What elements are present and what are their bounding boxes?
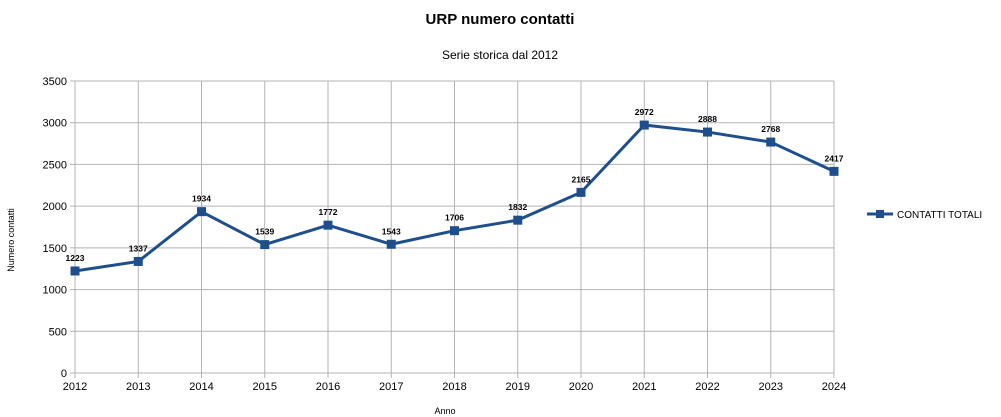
x-tick-label: 2012 xyxy=(63,381,87,393)
x-axis-ticks: 2012 2013 2014 2015 2016 2017 2018 2019 2020 2021… xyxy=(63,381,846,393)
x-tick-label: 2013 xyxy=(126,381,150,393)
y-tick-label: 3500 xyxy=(43,76,67,88)
chart-subtitle: Serie storica dal 2012 xyxy=(442,48,558,62)
data-point xyxy=(323,220,333,230)
data-point xyxy=(260,240,270,250)
y-tick-label: 3000 xyxy=(43,118,67,130)
data-point xyxy=(450,226,459,236)
x-tick-label: 2020 xyxy=(569,381,593,393)
y-axis-title: Numero contatti xyxy=(6,208,16,272)
y-tick-label: 500 xyxy=(49,326,67,338)
data-label: 1337 xyxy=(129,243,148,253)
y-tick-label: 1000 xyxy=(43,285,67,297)
data-point xyxy=(513,215,523,225)
data-point xyxy=(703,127,712,137)
data-label: 2972 xyxy=(635,107,654,117)
x-tick-label: 2018 xyxy=(442,381,466,393)
data-label: 1832 xyxy=(508,202,527,212)
data-label: 2888 xyxy=(698,114,717,124)
y-tick-label: 2500 xyxy=(43,159,67,171)
x-tick-label: 2022 xyxy=(695,381,719,393)
data-label: 2165 xyxy=(572,174,591,184)
data-point xyxy=(639,120,649,130)
x-axis-title: Anno xyxy=(434,406,455,416)
data-label: 1543 xyxy=(382,226,401,236)
x-tick-label: 2021 xyxy=(632,381,656,393)
data-label: 1539 xyxy=(255,227,274,237)
legend-label: CONTATTI TOTALI xyxy=(897,210,982,221)
legend-marker xyxy=(876,210,884,218)
y-tick-label: 1500 xyxy=(43,243,67,255)
data-point xyxy=(133,256,143,266)
x-tick-label: 2023 xyxy=(759,381,783,393)
y-tick-label: 2000 xyxy=(43,201,67,213)
x-tick-label: 2015 xyxy=(253,381,277,393)
x-tick-label: 2016 xyxy=(316,381,340,393)
y-axis-ticks: 0 500 1000 1500 2000 2500 3000 3500 xyxy=(43,76,67,380)
data-point xyxy=(70,266,80,276)
data-point xyxy=(576,187,586,197)
data-point xyxy=(829,166,839,176)
x-tick-label: 2014 xyxy=(189,381,213,393)
legend: CONTATTI TOTALI xyxy=(867,210,982,221)
x-tick-label: 2024 xyxy=(822,381,846,393)
data-label: 1772 xyxy=(319,207,338,217)
x-tick-label: 2019 xyxy=(506,381,530,393)
series-layer xyxy=(70,120,839,276)
data-labels: 1223 1337 1934 1539 1772 1543 1706 1832 2165 2972… xyxy=(66,107,844,263)
data-label: 1223 xyxy=(66,253,85,263)
y-tick-label: 0 xyxy=(61,368,67,380)
data-point xyxy=(386,239,396,249)
chart-title: URP numero contatti xyxy=(426,11,575,28)
data-label: 2417 xyxy=(825,153,844,163)
data-label: 2768 xyxy=(761,124,780,134)
data-point xyxy=(766,137,776,147)
x-tick-label: 2017 xyxy=(379,381,403,393)
data-label: 1934 xyxy=(192,194,211,204)
data-point xyxy=(197,207,206,217)
data-label: 1706 xyxy=(445,213,464,223)
